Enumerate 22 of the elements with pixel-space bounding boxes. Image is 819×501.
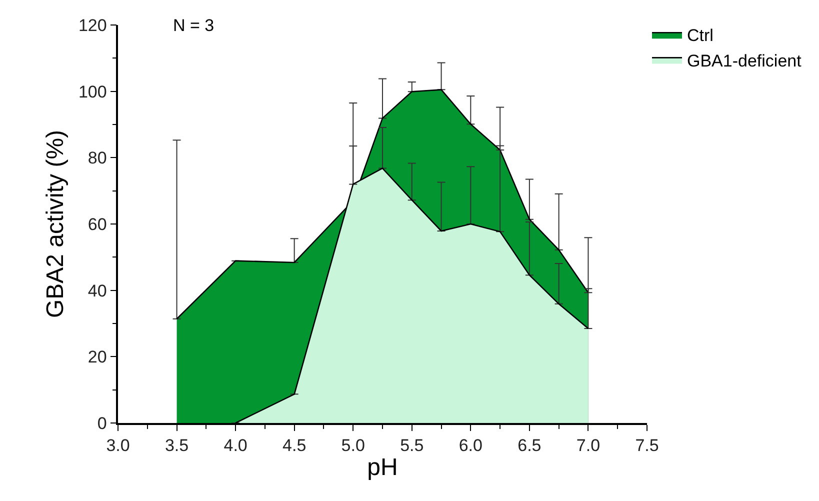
x-tick-label: 5.0 — [341, 436, 365, 456]
y-axis-title: GBA2 activity (%) — [42, 130, 70, 318]
x-tick-label: 7.5 — [635, 436, 659, 456]
annotation: N = 3 — [173, 16, 214, 35]
y-tick-label: 40 — [88, 281, 107, 300]
y-tick-label: 60 — [88, 214, 107, 234]
y-tick-label: 0 — [97, 414, 107, 433]
y-tick-label: 120 — [78, 16, 107, 35]
x-tick-label: 6.0 — [458, 436, 482, 456]
x-tick-label: 3.5 — [164, 436, 189, 456]
legend-label: Ctrl — [687, 26, 714, 46]
y-tick-label: 80 — [88, 148, 107, 168]
x-tick-label: 6.5 — [518, 436, 542, 456]
y-tick-label: 100 — [78, 82, 107, 102]
x-tick-label: 4.5 — [282, 436, 306, 456]
x-tick-label: 4.0 — [224, 436, 248, 456]
x-tick-label: 7.0 — [576, 436, 600, 456]
x-axis-title: pH — [367, 454, 398, 481]
legend-label: GBA1-deficient — [687, 51, 802, 70]
y-tick-label: 20 — [88, 348, 107, 367]
x-tick-label: 3.0 — [106, 436, 130, 456]
x-tick-label: 5.5 — [400, 436, 424, 456]
